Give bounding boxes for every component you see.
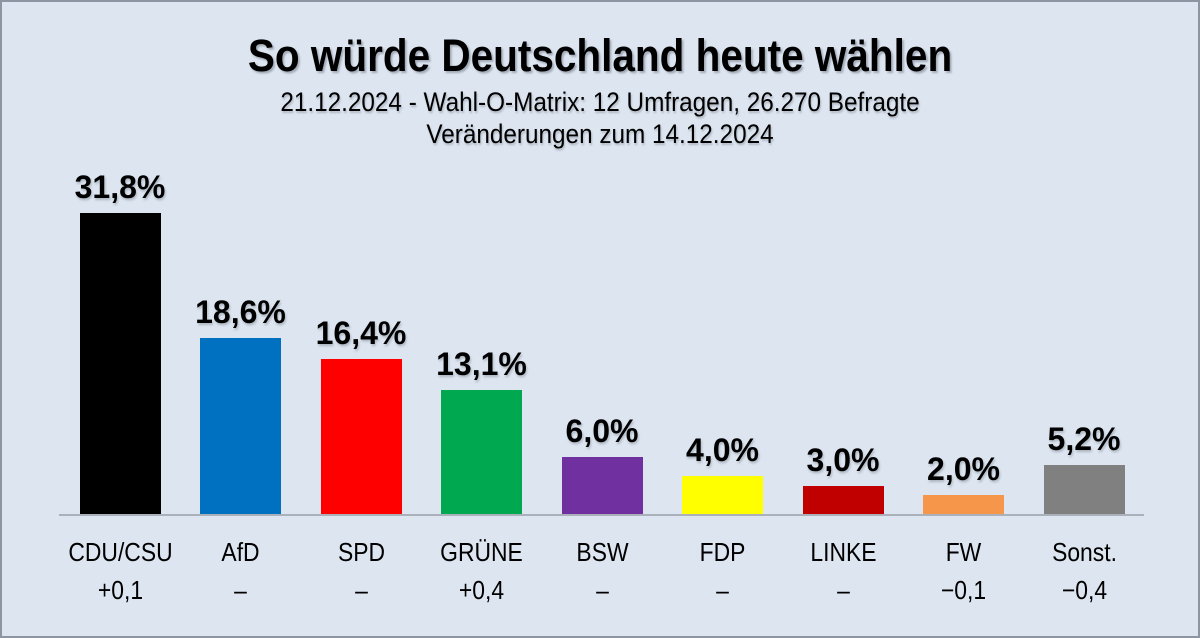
change-label: −0,4 bbox=[1061, 575, 1107, 605]
change-label: – bbox=[234, 575, 247, 605]
party-label: LINKE bbox=[809, 537, 877, 567]
bar-column: 4,0% FDP – bbox=[662, 167, 783, 604]
bar-column: 2,0% FW −0,1 bbox=[903, 167, 1024, 604]
party-label: Sonst. bbox=[1051, 537, 1117, 567]
bar-value-label: 2,0% bbox=[927, 451, 1000, 487]
chart-subtitle-line1: 21.12.2024 - Wahl-O-Matrix: 12 Umfragen,… bbox=[280, 87, 920, 117]
bar-value-label: 18,6% bbox=[195, 294, 286, 330]
bar-column: 18,6% AfD – bbox=[180, 167, 301, 604]
bar-column: 13,1% GRÜNE +0,4 bbox=[421, 167, 542, 604]
change-label: +0,4 bbox=[458, 575, 505, 605]
party-label: FW bbox=[945, 537, 982, 567]
party-label: GRÜNE bbox=[440, 537, 523, 567]
bar-value-label: 16,4% bbox=[315, 315, 407, 351]
bar-value-label: 31,8% bbox=[74, 169, 166, 205]
bar bbox=[200, 338, 281, 514]
bar bbox=[320, 359, 402, 514]
party-label: FDP bbox=[699, 537, 746, 567]
chart-subtitle-line2: Veränderungen zum 14.12.2024 bbox=[426, 119, 774, 149]
change-label: – bbox=[716, 575, 729, 605]
change-label: −0,1 bbox=[940, 575, 987, 605]
party-label: SPD bbox=[337, 537, 385, 567]
party-label: BSW bbox=[575, 537, 629, 567]
bar-value-label: 6,0% bbox=[565, 413, 639, 449]
change-label: – bbox=[836, 575, 850, 605]
change-label: – bbox=[595, 575, 609, 605]
x-axis-line bbox=[59, 514, 1144, 516]
bar-column: 31,8% CDU/CSU +0,1 bbox=[60, 167, 181, 604]
bar-value-label: 5,2% bbox=[1047, 421, 1121, 457]
bar-column: 16,4% SPD – bbox=[301, 167, 422, 604]
bar bbox=[561, 457, 643, 514]
bar bbox=[441, 390, 522, 514]
bar bbox=[79, 213, 161, 514]
bar-value-label: 4,0% bbox=[686, 432, 759, 468]
bar bbox=[802, 486, 884, 514]
party-label: CDU/CSU bbox=[67, 537, 173, 567]
bar-column: 3,0% LINKE – bbox=[783, 167, 904, 604]
bar-column: 5,2% Sonst. −0,4 bbox=[1024, 167, 1145, 604]
change-label: +0,1 bbox=[97, 575, 143, 605]
bar bbox=[682, 476, 763, 514]
bar-value-label: 13,1% bbox=[436, 346, 527, 382]
bar-column: 6,0% BSW – bbox=[542, 167, 663, 604]
party-label: AfD bbox=[221, 537, 260, 567]
bar bbox=[923, 495, 1004, 514]
bar-value-label: 3,0% bbox=[806, 442, 880, 478]
bar bbox=[1043, 465, 1125, 514]
chart-title: So würde Deutschland heute wählen bbox=[247, 30, 953, 81]
change-label: – bbox=[354, 575, 368, 605]
